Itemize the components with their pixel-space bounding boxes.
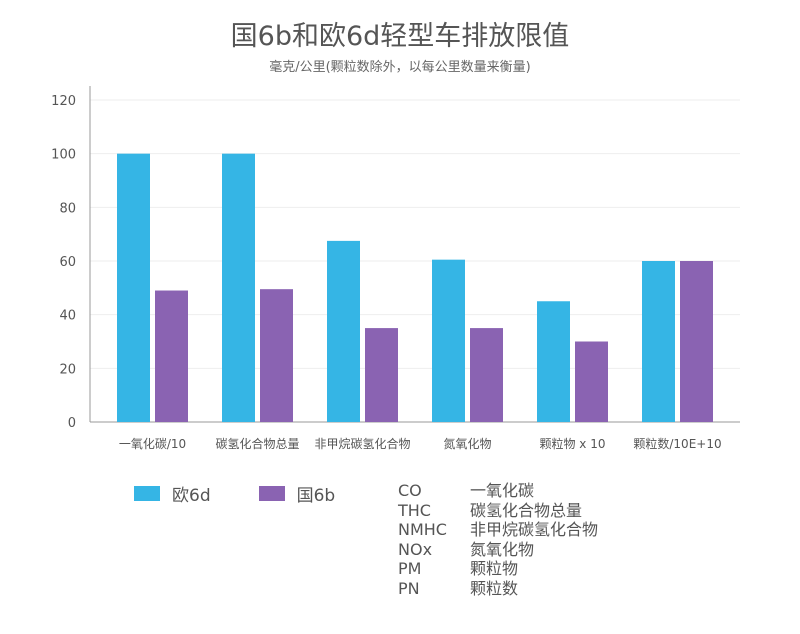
abbr-row: CO 一氧化碳 [398, 481, 598, 501]
y-tick-label: 40 [59, 309, 76, 324]
y-tick-label: 60 [59, 255, 76, 270]
abbr-meaning: 颗粒数 [470, 578, 519, 598]
abbr-meaning: 一氧化碳 [470, 481, 535, 500]
bar-cn6b [260, 289, 293, 422]
bar-eu6d [432, 259, 465, 422]
abbr-row: NOx 氮氧化物 [398, 540, 598, 560]
abbr-meaning: 氮氧化物 [470, 539, 535, 559]
legend-swatch-eu6d [134, 486, 160, 501]
y-tick-label: 20 [59, 362, 76, 377]
x-tick-label: 氮氧化物 [443, 436, 491, 451]
bar-eu6d [222, 153, 255, 422]
y-tick-label: 80 [59, 201, 76, 216]
y-tick-label: 100 [51, 148, 76, 163]
bar-cn6b [155, 290, 188, 422]
y-tick-label: 0 [68, 416, 76, 431]
legend-item-eu6d: 欧6d [134, 481, 211, 506]
abbreviation-key: CO 一氧化碳 THC 碳氢化合物总量 NMHC 非甲烷碳氢化合物 NOx 氮氧化物 P… [398, 481, 598, 598]
bar-eu6d [642, 261, 675, 422]
bar-eu6d [117, 153, 150, 422]
x-tick-label: 颗粒物 x 10 [539, 436, 605, 451]
legend: 欧6d 国6b [134, 481, 383, 506]
chart-subtitle: 毫克/公里(颗粒数除外，以每公里数量来衡量) [269, 60, 531, 75]
abbr-code: NMHC [398, 520, 447, 539]
x-tick-label: 碳氢化合物总量 [215, 436, 299, 451]
x-tick-label: 一氧化碳/10 [119, 437, 186, 451]
abbr-code: THC [398, 500, 431, 520]
x-tick-label: 非甲烷碳氢化合物 [314, 436, 410, 451]
abbr-row: THC 碳氢化合物总量 [398, 501, 598, 521]
abbr-row: PN 颗粒数 [398, 579, 598, 599]
legend-label-eu6d: 欧6d [172, 486, 211, 506]
bar-cn6b [470, 328, 503, 422]
abbr-meaning: 碳氢化合物总量 [470, 500, 583, 520]
abbr-meaning: 颗粒物 [470, 559, 519, 578]
abbr-code: CO [398, 481, 422, 500]
bar-eu6d [537, 301, 570, 422]
bar-eu6d [327, 240, 360, 422]
legend-item-cn6b: 国6b [258, 481, 336, 506]
abbr-meaning: 非甲烷碳氢化合物 [470, 520, 599, 539]
bar-chart: 0 20 40 60 80 100 120 一氧化碳/10 碳氢化合物总量 非甲烷碳氢化合物 氮氧化… [51, 86, 740, 451]
bar-cn6b [575, 341, 608, 422]
bar-cn6b [680, 261, 713, 422]
legend-swatch-cn6b [258, 486, 285, 501]
abbr-row: PM 颗粒物 [398, 559, 598, 579]
bar-cn6b [365, 328, 398, 422]
y-tick-label: 120 [51, 94, 76, 109]
x-tick-label: 颗粒数/10E+10 [633, 436, 721, 451]
abbr-code: NOx [398, 539, 433, 559]
abbr-code: PM [398, 559, 422, 578]
chart-title: 国6b和欧6d轻型车排放限值 [230, 21, 570, 52]
legend-label-cn6b: 国6b [296, 486, 336, 506]
abbr-code: PN [398, 578, 420, 598]
abbr-row: NMHC 非甲烷碳氢化合物 [398, 520, 598, 540]
